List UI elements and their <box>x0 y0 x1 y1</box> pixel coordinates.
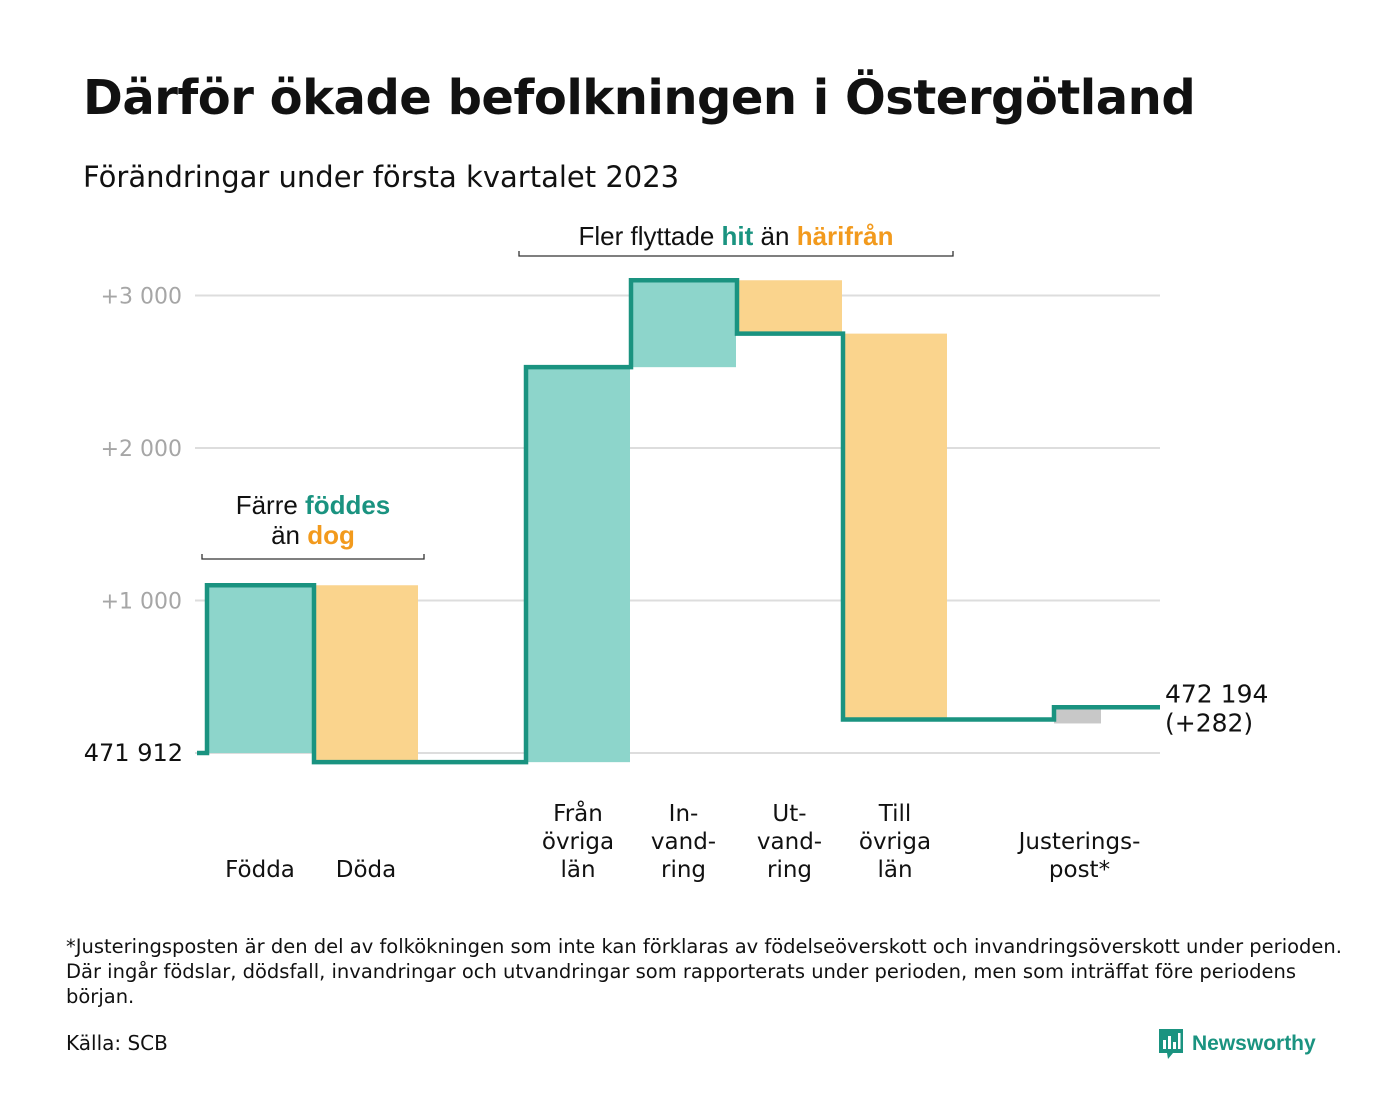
cumulative-step-line <box>197 278 1160 765</box>
chart-title: Därför ökade befolkningen i Östergötland <box>83 70 1196 126</box>
annotation-segment: än <box>753 221 796 251</box>
category-label: övriga <box>542 829 614 855</box>
category-label: vand- <box>651 829 716 855</box>
category-label: Ut- <box>772 801 806 827</box>
category-label: Justerings- <box>1017 829 1141 855</box>
category-label: Till <box>878 801 912 827</box>
category-label: Döda <box>336 857 396 883</box>
chart-subtitle: Förändringar under första kvartalet 2023 <box>83 160 680 194</box>
y-tick-label: +2 000 <box>101 437 182 462</box>
category-label: Födda <box>225 857 295 883</box>
newsworthy-logo-icon <box>1159 1029 1183 1059</box>
y-tick-label: +1 000 <box>101 590 182 615</box>
category-label: vand- <box>757 829 822 855</box>
annotation-text: Fler flyttade hit än härifrån <box>578 221 893 251</box>
category-label: In- <box>669 801 699 827</box>
end-value-label: 472 194 <box>1165 679 1268 708</box>
end-value-label: (+282) <box>1165 708 1253 737</box>
category-label: ring <box>661 857 706 883</box>
footnote: *Justeringsposten är den del av folkökni… <box>66 935 1342 1008</box>
source-credit: Källa: SCB <box>66 1031 168 1055</box>
category-label: län <box>560 857 595 883</box>
waterfall-bar <box>207 585 313 753</box>
category-label: post* <box>1049 857 1110 883</box>
waterfall-bar <box>314 585 418 763</box>
start-value-label: 471 912 <box>84 739 183 767</box>
category-label: län <box>877 857 912 883</box>
category-label: övriga <box>859 829 931 855</box>
category-label: ring <box>767 857 812 883</box>
annotation-segment: härifrån <box>797 221 894 251</box>
annotation-text: än dog <box>271 520 355 550</box>
waterfall-bar <box>843 333 947 720</box>
annotation-segment: dog <box>307 520 355 550</box>
waterfall-bar <box>737 280 842 334</box>
annotation-bracket <box>201 554 425 560</box>
annotation-migration-in-vs-out: Fler flyttade hit än härifrån <box>518 221 954 257</box>
y-tick-label: +3 000 <box>101 285 182 310</box>
newsworthy-brand: Newsworthy <box>1158 1027 1316 1061</box>
annotation-segment: hit <box>722 221 754 251</box>
category-label: Från <box>553 799 603 827</box>
annotation-bracket <box>518 251 954 257</box>
annotation-segment: än <box>271 520 307 550</box>
annotation-segment: föddes <box>305 490 390 520</box>
annotation-text: Färre föddes <box>236 490 391 520</box>
waterfall-bar <box>631 280 736 368</box>
waterfall-bar <box>526 367 630 763</box>
annotation-segment: Färre <box>236 490 305 520</box>
brand-name: Newsworthy <box>1192 1032 1316 1055</box>
waterfall-bar <box>1054 707 1101 724</box>
annotation-segment: Fler flyttade <box>578 221 721 251</box>
